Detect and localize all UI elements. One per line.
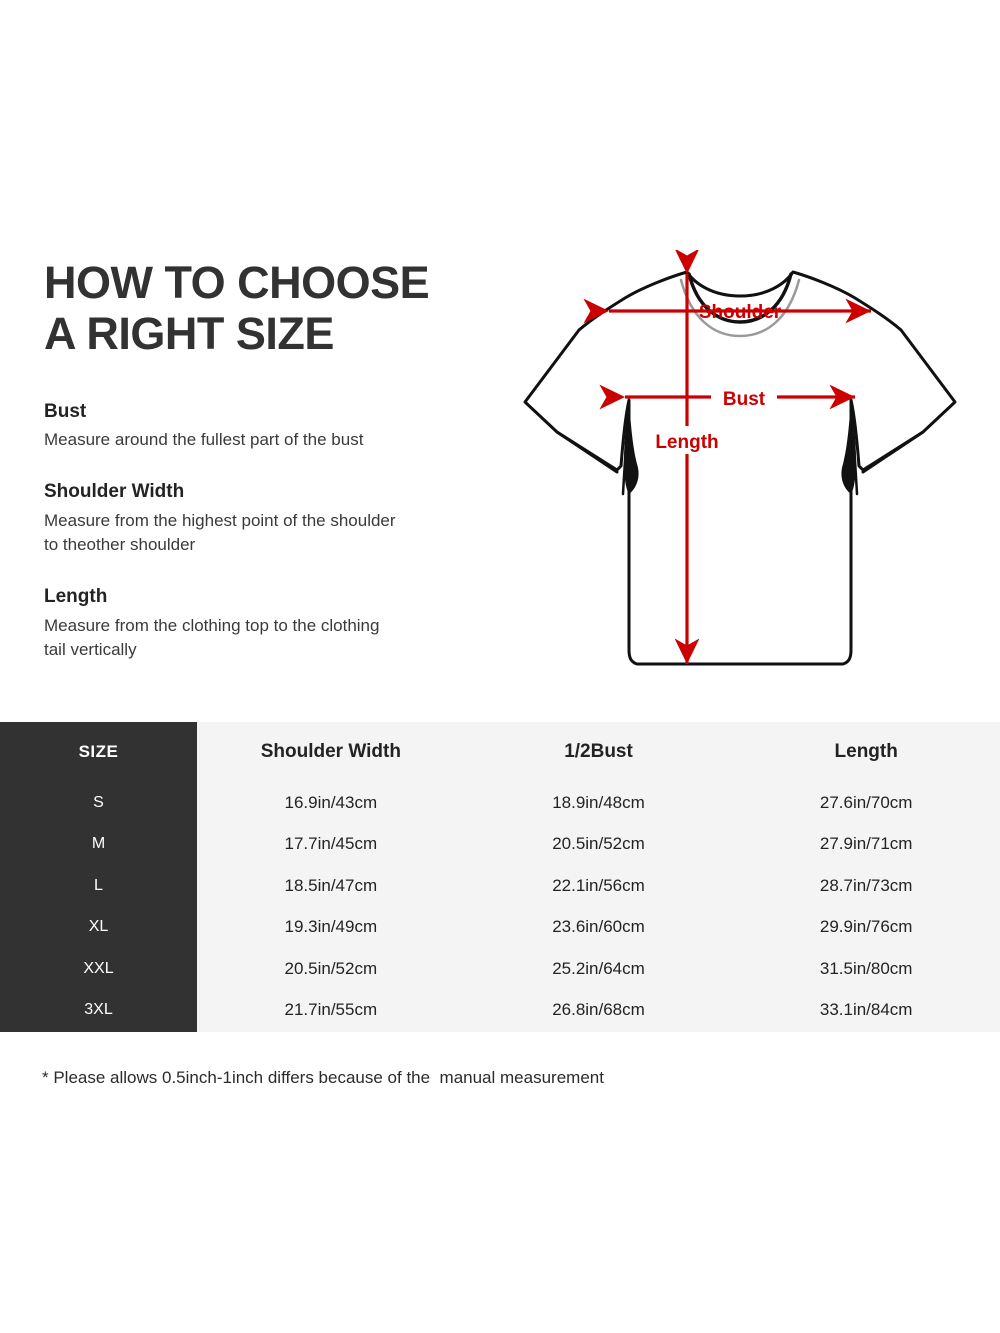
shoulder-measure-annotation: Shoulder [583, 298, 871, 324]
measurement-shoulder-width-title: Shoulder Width [44, 481, 185, 503]
measurement-bust-title: Bust [44, 400, 87, 422]
bust-cell: 25.2in/64cm [552, 958, 645, 978]
column-header-shoulder-width: Shoulder Width [260, 741, 401, 762]
shoulder-cell: 18.5in/47cm [284, 875, 378, 895]
table-row: XL [0, 907, 197, 949]
table-row: M [0, 824, 197, 866]
page-title: HOW TO CHOOSE A RIGHT SIZE [44, 257, 484, 360]
table-row: S [0, 782, 197, 824]
bust-cell: 18.9in/48cm [552, 792, 645, 812]
size-chart-table: SIZE S M L XL XXL 3XL Shoulder [0, 722, 1000, 1032]
right-sleeve-cuff [861, 430, 925, 474]
length-cell: 27.9in/71cm [819, 834, 913, 854]
table-row: L [0, 865, 197, 907]
column-header-half-bust: 1/2Bust [564, 741, 633, 762]
bust-cell: 22.1in/56cm [552, 875, 645, 895]
bust-measure-annotation: Bust [599, 383, 855, 410]
shoulder-arrow-label: Shoulder [699, 302, 782, 323]
tshirt-outline-group [523, 270, 957, 666]
table-row: 18.5in/47cm 22.1in/56cm 28.7in/73cm [197, 865, 1000, 907]
table-header-row: Shoulder Width 1/2Bust Length [197, 722, 1000, 782]
column-header-length: Length [834, 741, 898, 762]
length-cell: 31.5in/80cm [819, 958, 913, 978]
size-cell: XXL [83, 959, 114, 977]
table-row: 20.5in/52cm 25.2in/64cm 31.5in/80cm [197, 948, 1000, 990]
measurement-shoulder-width-desc: Measure from the highest point of the sh… [44, 510, 396, 555]
shoulder-cell: 21.7in/55cm [284, 1000, 378, 1020]
info-column: HOW TO CHOOSE A RIGHT SIZE Bust Measure … [44, 257, 484, 662]
length-cell: 29.9in/76cm [819, 917, 913, 937]
shoulder-cell: 20.5in/52cm [284, 958, 378, 978]
page-title-line-1: HOW TO CHOOSE [44, 257, 430, 308]
table-row: 19.3in/49cm 23.6in/60cm 29.9in/76cm [197, 907, 1000, 949]
left-sleeve-cuff [555, 430, 619, 474]
bust-label-backdrop [711, 383, 777, 410]
length-arrow-label: Length [655, 432, 718, 453]
table-row: 3XL [0, 990, 197, 1032]
measurement-bust-desc: Measure around the fullest part of the b… [44, 430, 364, 450]
table-row: 21.7in/55cm 26.8in/68cm 33.1in/84cm [197, 990, 1000, 1032]
measurement-shoulder-width: Shoulder Width Measure from the highest … [44, 478, 484, 557]
page-title-line-2: A RIGHT SIZE [44, 307, 334, 359]
shoulder-cell: 19.3in/49cm [284, 917, 378, 937]
measurement-instructions: Bust Measure around the fullest part of … [44, 398, 484, 662]
bust-cell: 23.6in/60cm [552, 917, 645, 937]
tshirt-body-path [523, 270, 957, 666]
length-cell: 33.1in/84cm [819, 1000, 913, 1020]
shoulder-cell: 16.9in/43cm [284, 792, 378, 812]
bust-arrow-label: Bust [723, 389, 766, 410]
length-cell: 27.6in/70cm [819, 792, 913, 812]
size-column-header-row: SIZE [0, 722, 197, 782]
bust-cell: 26.8in/68cm [552, 1000, 645, 1020]
measurement-length-title: Length [44, 586, 108, 608]
size-cell: M [91, 835, 106, 853]
table-row: XXL [0, 948, 197, 990]
measurement-length-desc: Measure from the clothing top to the clo… [44, 615, 380, 659]
column-header-size: SIZE [78, 742, 119, 761]
table-row: 17.7in/45cm 20.5in/52cm 27.9in/71cm [197, 824, 1000, 866]
size-cell: S [93, 793, 104, 811]
size-cell: XL [88, 918, 109, 936]
measurement-disclaimer: * Please allows 0.5inch-1inch differs be… [42, 1068, 604, 1087]
tshirt-illustration: Shoulder Bust Length [523, 250, 957, 666]
measurement-length: Length Measure from the clothing top to … [44, 583, 484, 662]
measurement-columns: Shoulder Width 1/2Bust Length 16.9in/43c… [197, 722, 1000, 1032]
measurement-bust: Bust Measure around the fullest part of … [44, 398, 484, 453]
tshirt-diagram: Shoulder Bust Length [505, 250, 975, 690]
length-cell: 28.7in/73cm [819, 875, 913, 895]
size-cell: L [94, 876, 103, 894]
shoulder-cell: 17.7in/45cm [284, 834, 378, 854]
size-cell: 3XL [84, 1001, 113, 1019]
table-row: 16.9in/43cm 18.9in/48cm 27.6in/70cm [197, 782, 1000, 824]
size-column: SIZE S M L XL XXL 3XL [0, 722, 197, 1032]
length-measure-annotation: Length [655, 250, 719, 664]
bust-cell: 20.5in/52cm [552, 834, 645, 854]
